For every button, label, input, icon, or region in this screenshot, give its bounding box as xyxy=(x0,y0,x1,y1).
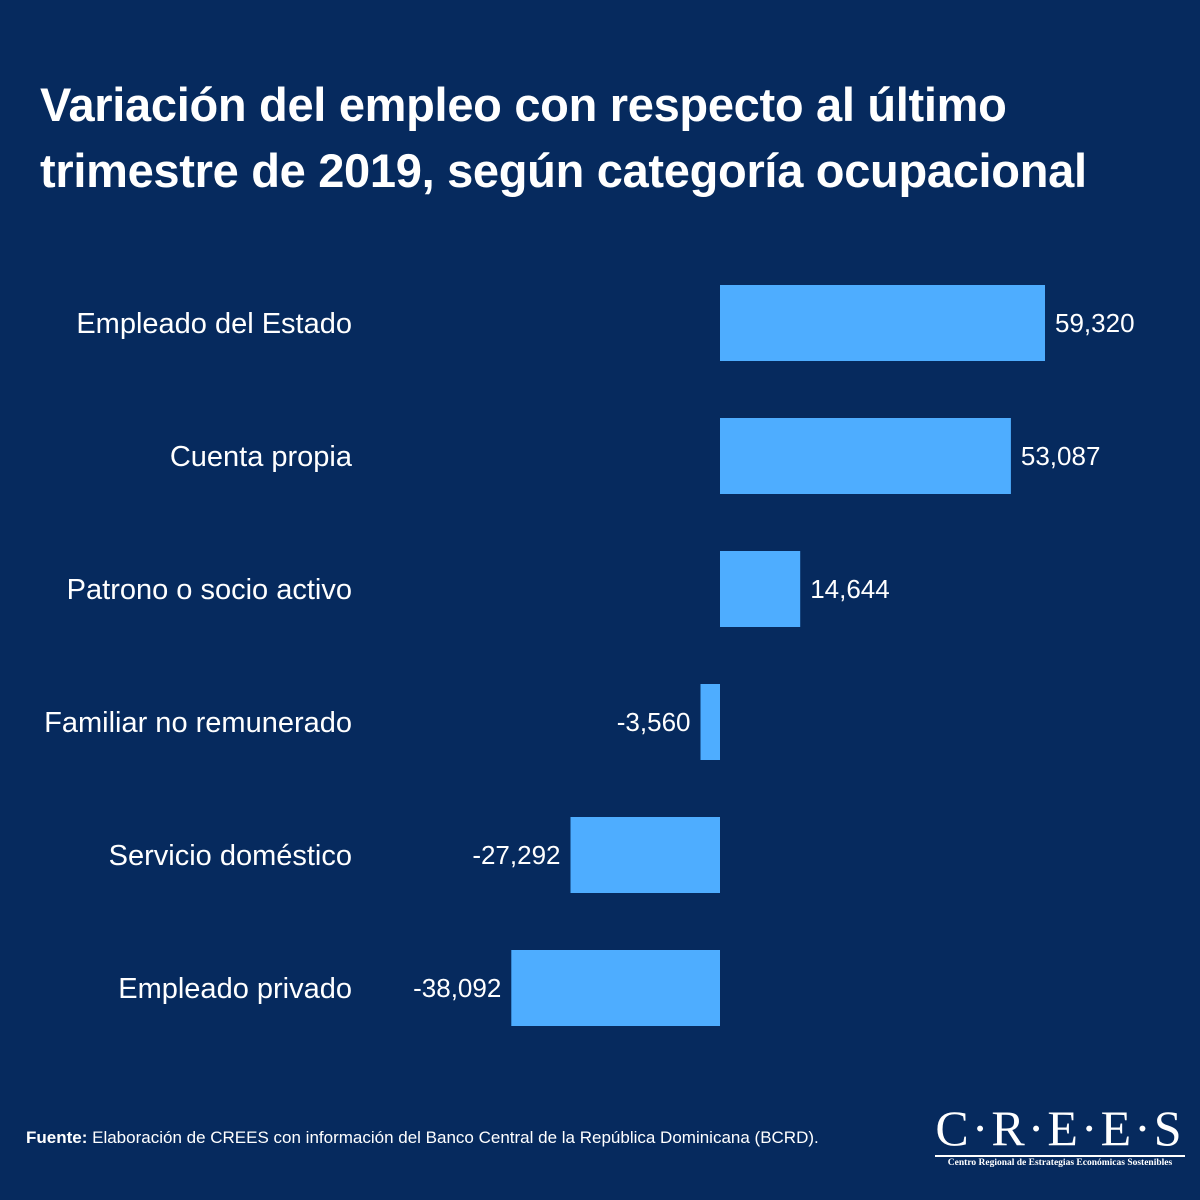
value-label-0: 59,320 xyxy=(1055,308,1135,338)
logo-subtitle: Centro Regional de Estrategias Económica… xyxy=(947,1158,1173,1168)
chart-title: Variación del empleo con respecto al últ… xyxy=(40,72,1170,204)
category-label-0: Empleado del Estado xyxy=(76,308,352,340)
chart-title-line-1: Variación del empleo con respecto al últ… xyxy=(40,78,1007,131)
bar-3 xyxy=(700,684,720,760)
category-label-4: Servicio doméstico xyxy=(109,840,352,872)
source-text: Elaboración de CREES con información del… xyxy=(87,1128,819,1147)
bar-5 xyxy=(511,950,720,1026)
value-label-3: -3,560 xyxy=(617,707,691,737)
source-note: Fuente: Elaboración de CREES con informa… xyxy=(26,1128,819,1148)
source-label: Fuente: xyxy=(26,1128,88,1147)
logo-divider xyxy=(935,1155,1185,1157)
category-label-1: Cuenta propia xyxy=(170,441,353,473)
logo-wordmark: C·R·E·E·S xyxy=(935,1100,1185,1156)
category-label-3: Familiar no remunerado xyxy=(44,707,352,739)
bar-0 xyxy=(720,285,1045,361)
value-label-2: 14,644 xyxy=(810,574,890,604)
bar-chart: Empleado del Estado 59,320 Cuenta propia 53… xyxy=(44,285,1135,1026)
bar-2 xyxy=(720,551,801,627)
category-label-2: Patrono o socio activo xyxy=(67,574,352,606)
bar-4 xyxy=(570,817,720,893)
crees-logo: C·R·E·E·S Centro Regional de Estrategias… xyxy=(935,1100,1185,1175)
chart-title-line-2: trimestre de 2019, según categoría ocupa… xyxy=(40,144,1087,197)
value-label-1: 53,087 xyxy=(1021,441,1101,471)
category-label-5: Empleado privado xyxy=(118,973,352,1005)
value-label-5: -38,092 xyxy=(413,973,501,1003)
value-label-4: -27,292 xyxy=(472,840,560,870)
bar-1 xyxy=(720,418,1011,494)
